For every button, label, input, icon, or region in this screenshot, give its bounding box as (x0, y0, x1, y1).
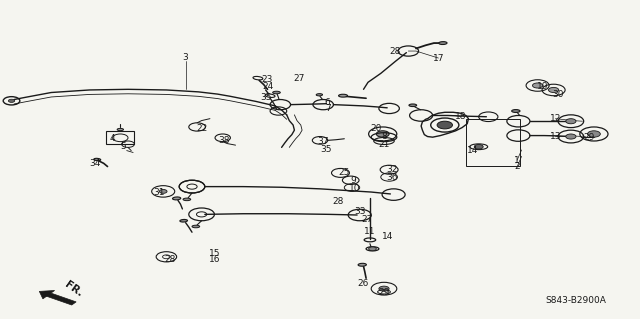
Text: 7: 7 (325, 104, 330, 113)
Ellipse shape (180, 219, 188, 222)
Text: 10: 10 (349, 184, 361, 193)
Text: 29: 29 (378, 288, 390, 297)
Text: 35: 35 (260, 93, 271, 102)
Text: 27: 27 (361, 215, 372, 224)
Text: 15: 15 (209, 249, 220, 258)
Circle shape (532, 83, 543, 88)
Text: 28: 28 (164, 255, 175, 263)
Text: 33: 33 (355, 207, 366, 216)
Text: 29: 29 (583, 133, 595, 142)
Ellipse shape (358, 263, 366, 266)
Ellipse shape (512, 110, 520, 113)
Text: 16: 16 (209, 256, 220, 264)
Text: 3: 3 (183, 53, 188, 62)
Bar (466, 119, 520, 166)
Text: 25: 25 (339, 168, 350, 177)
Circle shape (369, 247, 376, 251)
Text: 14: 14 (381, 232, 393, 241)
Ellipse shape (439, 41, 447, 45)
Text: 31: 31 (153, 188, 164, 197)
Text: 34: 34 (89, 159, 100, 168)
Ellipse shape (117, 129, 124, 131)
Circle shape (159, 189, 167, 193)
Text: S843-B2900A: S843-B2900A (545, 296, 607, 305)
Text: 2: 2 (515, 162, 520, 171)
Text: 8: 8 (381, 132, 387, 141)
Circle shape (566, 134, 576, 139)
Circle shape (376, 131, 389, 137)
Polygon shape (42, 291, 76, 305)
Circle shape (379, 286, 389, 291)
Circle shape (474, 145, 483, 149)
Text: 27: 27 (294, 74, 305, 83)
Circle shape (566, 119, 576, 124)
Circle shape (8, 99, 15, 102)
Text: 23: 23 (262, 75, 273, 84)
Text: 17: 17 (433, 54, 444, 63)
Ellipse shape (94, 158, 100, 161)
Ellipse shape (409, 104, 417, 107)
Text: 24: 24 (262, 82, 273, 91)
Circle shape (437, 121, 452, 129)
Text: 26: 26 (358, 279, 369, 288)
Text: 11: 11 (364, 227, 376, 236)
Ellipse shape (339, 94, 348, 97)
Text: 30: 30 (552, 90, 564, 99)
Text: 4: 4 (109, 134, 115, 143)
Text: 28: 28 (332, 197, 344, 206)
Text: 38: 38 (218, 137, 230, 145)
Text: 36: 36 (387, 173, 398, 182)
Text: FR.: FR. (63, 279, 84, 298)
Text: 32: 32 (387, 165, 398, 174)
Text: 37: 37 (317, 137, 329, 146)
Text: 22: 22 (196, 124, 207, 133)
Circle shape (588, 131, 600, 137)
Ellipse shape (316, 93, 323, 96)
Ellipse shape (192, 225, 200, 228)
Polygon shape (39, 291, 54, 299)
Text: 19: 19 (537, 82, 548, 91)
Text: 13: 13 (550, 132, 561, 141)
Text: 21: 21 (378, 140, 390, 149)
Text: 20: 20 (371, 124, 382, 133)
Text: 28: 28 (390, 47, 401, 56)
Ellipse shape (273, 91, 280, 94)
Circle shape (548, 87, 559, 93)
Text: 9: 9 (351, 176, 356, 185)
Text: 18: 18 (455, 112, 467, 121)
Text: 6: 6 (325, 98, 330, 107)
Ellipse shape (183, 198, 191, 201)
Text: 12: 12 (550, 114, 561, 123)
Text: 14: 14 (467, 146, 478, 155)
Ellipse shape (173, 197, 180, 200)
Text: 5: 5 (120, 142, 125, 151)
Bar (106, 131, 134, 144)
Text: 35: 35 (321, 145, 332, 154)
Text: 1: 1 (515, 156, 520, 165)
